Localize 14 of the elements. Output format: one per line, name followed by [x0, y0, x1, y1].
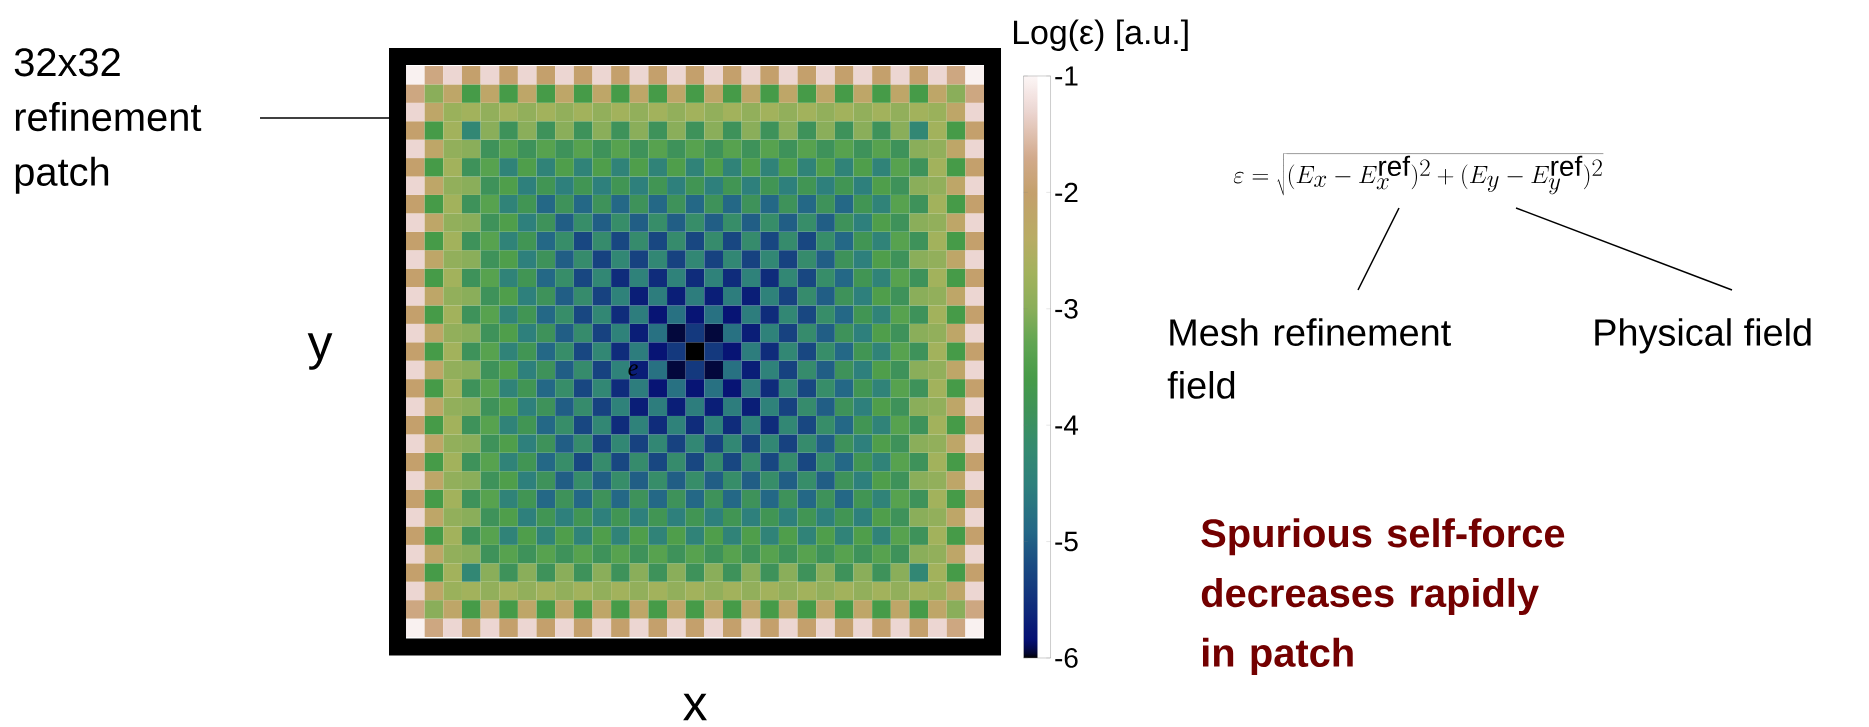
color-bar-label: -2 [1055, 182, 1078, 203]
text: 32x32 refinement patch [14, 48, 202, 194]
color-bar-label: -4 [1055, 415, 1079, 435]
text: Spurious self-force decreases rapidly in patch [1201, 518, 1565, 675]
color-bar-label: -6 [1055, 648, 1078, 668]
text: $\varepsilon = \sqrt{(E_x - E_x^{\mathrm{ref}})^2 + (E_y - E_y^{\mathrm{ref}})^2}$ [1233, 153, 1604, 196]
color-bar-label: -1 [1055, 66, 1078, 86]
color-bar-title: Log(ε) [a.u.] [1013, 19, 1188, 52]
text: Physical field [1595, 318, 1811, 354]
text: Mesh refinement field [1167, 318, 1451, 399]
color-bar-label: -5 [1055, 531, 1078, 552]
color-bar-label: -3 [1055, 298, 1078, 319]
y-axis-title: y [307, 333, 333, 370]
x-axis-title: x [683, 693, 707, 721]
